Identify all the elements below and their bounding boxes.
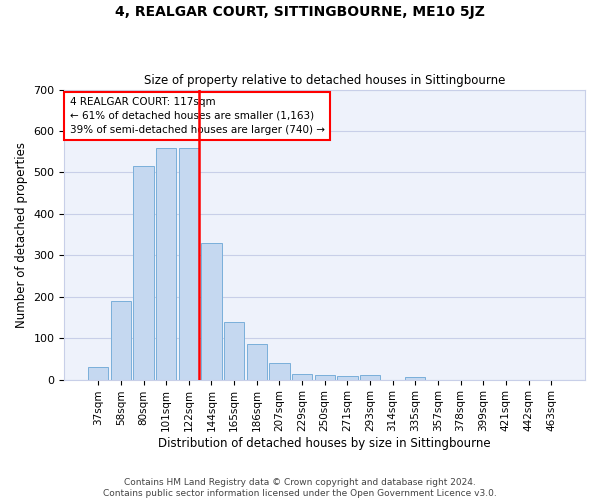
Bar — [247, 344, 267, 380]
Title: Size of property relative to detached houses in Sittingbourne: Size of property relative to detached ho… — [144, 74, 505, 87]
Bar — [224, 322, 244, 380]
X-axis label: Distribution of detached houses by size in Sittingbourne: Distribution of detached houses by size … — [158, 437, 491, 450]
Bar — [360, 376, 380, 380]
Bar — [133, 166, 154, 380]
Bar — [314, 376, 335, 380]
Y-axis label: Number of detached properties: Number of detached properties — [15, 142, 28, 328]
Bar — [292, 374, 312, 380]
Bar — [269, 363, 290, 380]
Text: 4 REALGAR COURT: 117sqm
← 61% of detached houses are smaller (1,163)
39% of semi: 4 REALGAR COURT: 117sqm ← 61% of detache… — [70, 97, 325, 135]
Bar — [179, 148, 199, 380]
Text: Contains HM Land Registry data © Crown copyright and database right 2024.
Contai: Contains HM Land Registry data © Crown c… — [103, 478, 497, 498]
Bar — [88, 367, 109, 380]
Bar — [156, 148, 176, 380]
Bar — [111, 301, 131, 380]
Bar — [201, 243, 221, 380]
Text: 4, REALGAR COURT, SITTINGBOURNE, ME10 5JZ: 4, REALGAR COURT, SITTINGBOURNE, ME10 5J… — [115, 5, 485, 19]
Bar — [337, 376, 358, 380]
Bar — [405, 377, 425, 380]
